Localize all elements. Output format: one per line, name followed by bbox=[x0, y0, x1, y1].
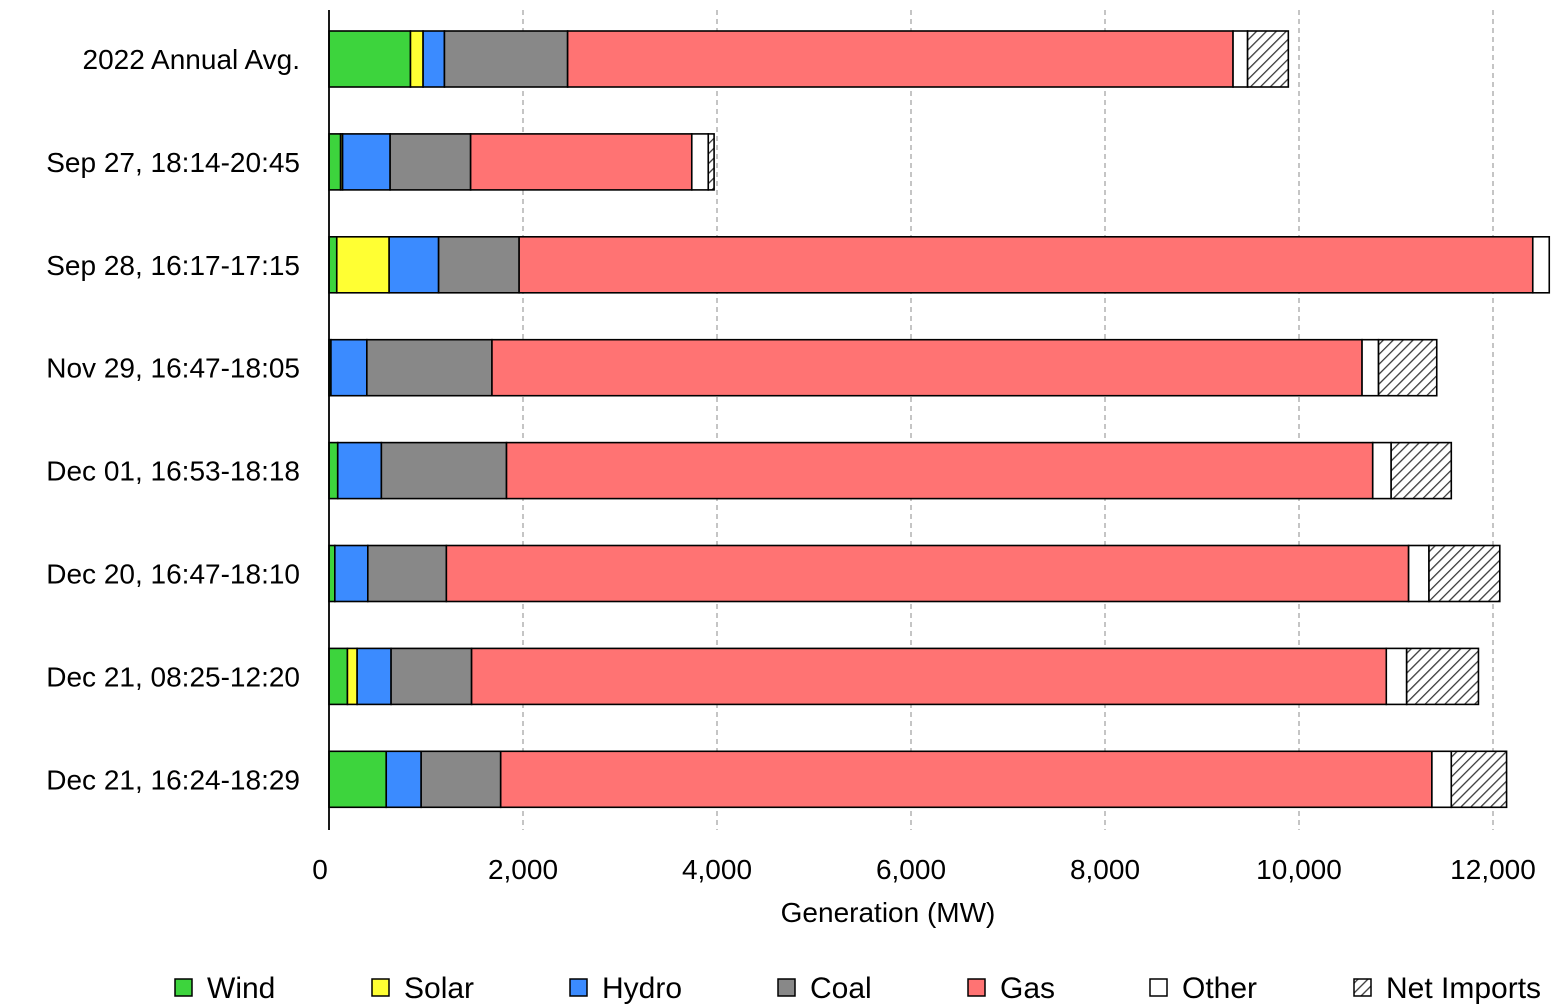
bar-segment-gas bbox=[518, 236, 1534, 294]
bar-segment-gas bbox=[566, 30, 1234, 88]
bar-segment-net-imports bbox=[1450, 750, 1508, 809]
bar-segment-gas bbox=[470, 647, 1388, 706]
legend-label: Coal bbox=[810, 972, 872, 1005]
y-tick-label: Dec 21, 16:24-18:29 bbox=[46, 764, 300, 795]
legend-item: Net Imports bbox=[1353, 972, 1541, 1005]
y-tick-label: Dec 20, 16:47-18:10 bbox=[46, 559, 300, 590]
legend-item: Solar bbox=[371, 972, 474, 1005]
y-tick-label: Nov 29, 16:47-18:05 bbox=[46, 353, 300, 384]
bar-segment-net-imports bbox=[1405, 647, 1480, 706]
bar-segment-coal bbox=[366, 338, 493, 397]
bar-segment-hydro bbox=[341, 133, 391, 191]
bar-group bbox=[328, 544, 1501, 603]
bar-segment-gas bbox=[445, 544, 1410, 603]
bar-segment-hydro bbox=[388, 236, 440, 294]
y-tick-label: Sep 27, 18:14-20:45 bbox=[46, 147, 300, 178]
legend-swatch bbox=[1353, 978, 1372, 997]
bar-segment-wind bbox=[328, 236, 338, 294]
y-tick-label: Dec 21, 08:25-12:20 bbox=[46, 661, 300, 692]
bar-segment-other bbox=[1371, 441, 1392, 500]
legend-label: Wind bbox=[207, 972, 275, 1005]
x-tick-label: 8,000 bbox=[1070, 854, 1140, 885]
x-tick-labels: 0 2,000 4,000 6,000 8,000 10,000 12,000 bbox=[312, 854, 1536, 885]
bar-segment-gas bbox=[491, 338, 1363, 397]
bar-segment-hydro bbox=[336, 441, 383, 500]
bar-segment-solar bbox=[346, 647, 358, 706]
legend-label: Hydro bbox=[602, 972, 682, 1005]
legend: Wind Solar Hydro Coal Gas Other Net Imports bbox=[174, 972, 1541, 1005]
bar-segment-hydro bbox=[385, 750, 422, 809]
bar-segment-wind bbox=[328, 133, 342, 191]
bar-segment-wind bbox=[328, 647, 349, 706]
bar-segment-other bbox=[1361, 338, 1380, 397]
bar-group bbox=[328, 441, 1453, 500]
bar-segment-coal bbox=[380, 441, 508, 500]
y-tick-label: Dec 01, 16:53-18:18 bbox=[46, 456, 300, 487]
bar-group bbox=[328, 236, 1551, 294]
legend-swatch bbox=[569, 978, 588, 997]
bar-segment-hydro bbox=[330, 338, 368, 397]
legend-swatch bbox=[967, 978, 986, 997]
bar-group bbox=[328, 647, 1480, 706]
legend-swatch bbox=[174, 978, 193, 997]
bar-segment-other bbox=[1431, 750, 1453, 809]
bar-segment-other bbox=[1407, 544, 1430, 603]
bar-group bbox=[328, 133, 715, 191]
x-tick-label: 6,000 bbox=[876, 854, 946, 885]
bar-segment-gas bbox=[505, 441, 1374, 500]
bar-segment-wind bbox=[328, 750, 388, 809]
bar-segment-hydro bbox=[422, 30, 446, 88]
bar-segment-net-imports bbox=[1390, 441, 1453, 500]
bar-segment-solar bbox=[409, 30, 424, 88]
bar-segment-net-imports bbox=[1377, 338, 1438, 397]
bar-segment-coal bbox=[420, 750, 502, 809]
x-axis-title: Generation (MW) bbox=[781, 897, 996, 928]
y-tick-labels: 2022 Annual Avg. Sep 27, 18:14-20:45 Sep 2… bbox=[46, 44, 300, 795]
legend-item: Coal bbox=[777, 972, 872, 1005]
bar-segment-net-imports bbox=[1246, 30, 1290, 88]
x-tick-label: 12,000 bbox=[1450, 854, 1536, 885]
bar-segment-solar bbox=[335, 236, 390, 294]
legend-label: Other bbox=[1182, 972, 1257, 1005]
bar-segment-coal bbox=[443, 30, 569, 88]
bar-segment-coal bbox=[390, 647, 473, 706]
legend-item: Gas bbox=[967, 972, 1055, 1005]
legend-label: Solar bbox=[404, 972, 474, 1005]
y-tick-label: 2022 Annual Avg. bbox=[83, 44, 300, 75]
bar-segment-other bbox=[1385, 647, 1408, 706]
bars bbox=[328, 30, 1551, 809]
legend-item: Wind bbox=[174, 972, 275, 1005]
x-tick-label: 4,000 bbox=[682, 854, 752, 885]
legend-label: Gas bbox=[1000, 972, 1055, 1005]
legend-item: Hydro bbox=[569, 972, 682, 1005]
bar-segment-hydro bbox=[356, 647, 392, 706]
bar-segment-hydro bbox=[334, 544, 369, 603]
bar-segment-other bbox=[690, 133, 710, 191]
y-tick-label: Sep 28, 16:17-17:15 bbox=[46, 250, 300, 281]
bar-group bbox=[328, 750, 1508, 809]
bar-segment-gas bbox=[469, 133, 693, 191]
bar-segment-coal bbox=[437, 236, 520, 294]
bar-segment-coal bbox=[366, 544, 448, 603]
bar-segment-net-imports bbox=[1428, 544, 1501, 603]
grid-lines bbox=[522, 10, 1494, 830]
legend-swatch bbox=[371, 978, 390, 997]
bar-segment-other bbox=[1232, 30, 1249, 88]
x-tick-label: 0 bbox=[312, 854, 328, 885]
bar-segment-other bbox=[1531, 236, 1551, 294]
legend-swatch bbox=[777, 978, 796, 997]
bar-segment-wind bbox=[328, 30, 412, 88]
bar-segment-net-imports bbox=[707, 133, 715, 191]
bar-group bbox=[328, 338, 1438, 397]
legend-item: Other bbox=[1149, 972, 1257, 1005]
bar-segment-gas bbox=[499, 750, 1433, 809]
bar-group bbox=[328, 30, 1290, 88]
bar-segment-coal bbox=[389, 133, 472, 191]
legend-label: Net Imports bbox=[1386, 972, 1541, 1005]
bar-segment-wind bbox=[328, 441, 339, 500]
legend-swatch bbox=[1149, 978, 1168, 997]
x-tick-label: 2,000 bbox=[488, 854, 558, 885]
x-tick-label: 10,000 bbox=[1256, 854, 1342, 885]
